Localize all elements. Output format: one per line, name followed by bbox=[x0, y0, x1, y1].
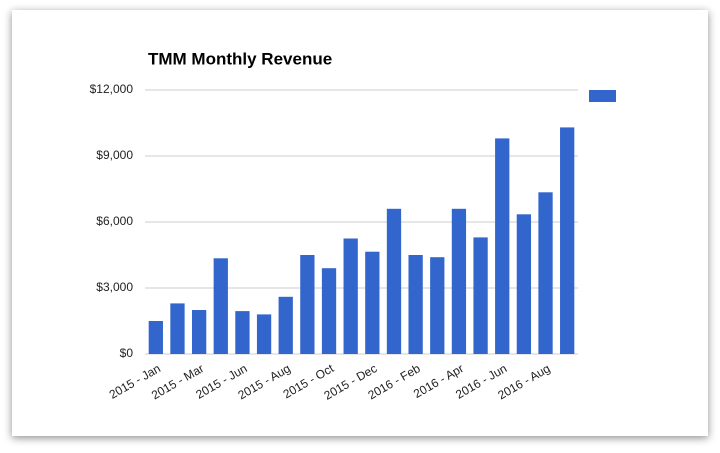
bar bbox=[213, 258, 228, 354]
bar bbox=[386, 208, 402, 354]
bar bbox=[321, 268, 337, 354]
bar bbox=[538, 192, 553, 354]
bar bbox=[343, 238, 358, 354]
bar bbox=[191, 310, 207, 354]
legend-swatch bbox=[589, 90, 616, 102]
bar bbox=[300, 255, 315, 354]
bar bbox=[495, 138, 510, 354]
bar bbox=[516, 214, 532, 354]
bar bbox=[170, 303, 185, 354]
bar bbox=[148, 321, 163, 354]
bar bbox=[560, 127, 575, 355]
y-tick-label: $12,000 bbox=[90, 82, 134, 96]
chart-title: TMM Monthly Revenue bbox=[148, 49, 332, 68]
y-tick-label: $3,000 bbox=[96, 280, 133, 294]
bar bbox=[235, 311, 250, 354]
bar bbox=[256, 314, 272, 354]
bar bbox=[430, 257, 445, 354]
bar bbox=[451, 208, 467, 354]
y-tick-label: $6,000 bbox=[96, 214, 133, 228]
y-tick-label: $9,000 bbox=[96, 148, 133, 162]
y-tick-label: $0 bbox=[120, 346, 134, 360]
bar bbox=[408, 255, 423, 354]
bar bbox=[365, 251, 380, 354]
chart-card bbox=[12, 10, 708, 436]
bar bbox=[278, 296, 293, 354]
bar bbox=[473, 237, 488, 354]
